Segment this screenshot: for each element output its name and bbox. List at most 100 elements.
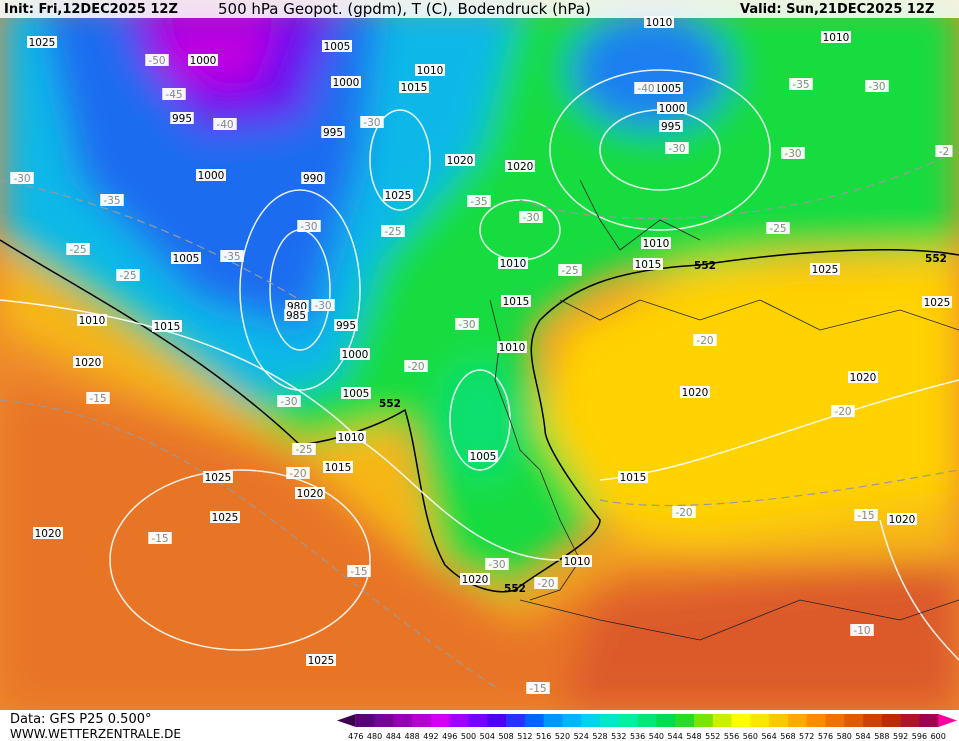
temperature-label-box: [66, 243, 90, 255]
temperature-label: -30: [488, 559, 505, 571]
isobar-label-box: [383, 189, 413, 201]
temperature-label-box: [277, 395, 301, 407]
isobar-label-box: [188, 54, 218, 66]
colorbar-swatch: [863, 714, 883, 727]
colorbar-swatch: [693, 714, 714, 727]
temperature-label-box: [455, 318, 479, 330]
temperature-label: -45: [165, 89, 182, 101]
isobar-label: 1015: [620, 472, 647, 484]
height-label: 552: [925, 253, 947, 265]
temperature-label-box: [220, 250, 244, 262]
isobar-label-box: [653, 82, 683, 94]
temperature-label: -25: [769, 223, 786, 235]
temperature-label-box: [100, 194, 124, 206]
colorbar-swatch: [374, 714, 394, 727]
temperature-label-box: [766, 222, 790, 234]
isobar-label-box: [810, 263, 840, 275]
colorbar-swatch: [806, 714, 826, 727]
site-name: WWW.WETTERZENTRALE.DE: [10, 727, 181, 741]
colorbar-label: 588: [874, 732, 889, 741]
colorbar-label: 572: [799, 732, 814, 741]
temperature-label-box: [162, 88, 186, 100]
isobar-label-box: [323, 461, 353, 473]
isobar-label-box: [498, 257, 528, 269]
isobar-label-box: [641, 237, 671, 249]
temperature-label: -30: [458, 319, 475, 331]
colorbar-swatch: [543, 714, 563, 727]
colorbar-swatch: [355, 714, 375, 727]
isobar-label-box: [887, 513, 917, 525]
colorbar-label: 512: [517, 732, 532, 741]
isobar-label: 1010: [417, 65, 444, 77]
isobar-label-box: [644, 16, 674, 28]
colorbar-swatch: [881, 714, 901, 727]
height-label: 552: [694, 260, 716, 272]
height-label: 552: [504, 583, 526, 595]
isobar-label-box: [460, 573, 490, 585]
temperature-label-box: [116, 269, 140, 281]
colorbar: 476 480 484 488 492 496 500 504 508 512 516 520 524 5…: [337, 714, 957, 741]
temperature-label: -20: [834, 406, 851, 418]
colorbar-swatch: [919, 714, 939, 727]
colorbar-label: 500: [461, 732, 476, 741]
temperature-label: -15: [151, 533, 168, 545]
temperature-label: -15: [350, 566, 367, 578]
isobar-label-box: [77, 314, 107, 326]
colorbar-label: 520: [555, 732, 570, 741]
temperature-label: -15: [857, 510, 874, 522]
colorbar-swatch: [468, 714, 488, 727]
isobar-label: 1005: [324, 41, 351, 53]
colorbar-label: 560: [743, 732, 758, 741]
isobar-label-box: [497, 341, 527, 353]
header-bar: [0, 0, 959, 18]
isobar-label: 985: [286, 310, 306, 322]
colorbar-label: 600: [931, 732, 946, 741]
isobar-label-box: [618, 471, 648, 483]
isobar-label: 1010: [500, 258, 527, 270]
isobar-label: 1015: [325, 462, 352, 474]
temperature-label: -20: [537, 578, 554, 590]
temperature-label-box: [145, 54, 169, 66]
map-labels: 1025 1005 1000 1000 1010 1015 995 995 1000 990 102…: [10, 16, 953, 695]
temperature-label-box: [865, 80, 889, 92]
isobar-label: 1020: [507, 161, 534, 173]
isobar-label: 1000: [190, 55, 217, 67]
colorbar-swatch: [900, 714, 920, 727]
temperature-label: -30: [868, 81, 885, 93]
temperature-label-box: [292, 443, 316, 455]
isobar-label-box: [301, 172, 325, 184]
temperature-label-box: [665, 142, 689, 154]
colorbar-label: 544: [668, 732, 683, 741]
temperature-label-box: [789, 78, 813, 90]
colorbar-swatch: [393, 714, 413, 727]
colorbar-swatch: [524, 714, 544, 727]
colorbar-label: 532: [611, 732, 626, 741]
colorbar-swatch: [487, 714, 507, 727]
isobar-label-box: [331, 76, 361, 88]
isobar-label: 1015: [401, 82, 428, 94]
colorbar-label: 516: [536, 732, 551, 741]
temperature-label-box: [781, 147, 805, 159]
isobar-label-box: [210, 511, 240, 523]
valid-time: Valid: Sun,21DEC2025 12Z: [740, 2, 934, 17]
temperature-label-box: [213, 118, 237, 130]
isobar-label-box: [170, 112, 194, 124]
isobar-label: 995: [661, 121, 681, 133]
isobar-label: 1020: [850, 372, 877, 384]
temperature-label-box: [854, 509, 878, 521]
isobar-label: 990: [303, 173, 323, 185]
isobar-label-box: [196, 169, 226, 181]
colorbar-label: 564: [761, 732, 776, 741]
isobar-label-box: [821, 31, 851, 43]
colorbar-swatch: [769, 714, 789, 727]
colorbar-swatch: [449, 714, 469, 727]
isobar-label-box: [336, 431, 366, 443]
colorbar-swatch: [562, 714, 582, 727]
temperature-label-box: [558, 264, 582, 276]
isobar-label-box: [73, 356, 103, 368]
isobar-label: 1010: [823, 32, 850, 44]
colorbar-label: 492: [423, 732, 438, 741]
isobar-label-box: [321, 126, 345, 138]
